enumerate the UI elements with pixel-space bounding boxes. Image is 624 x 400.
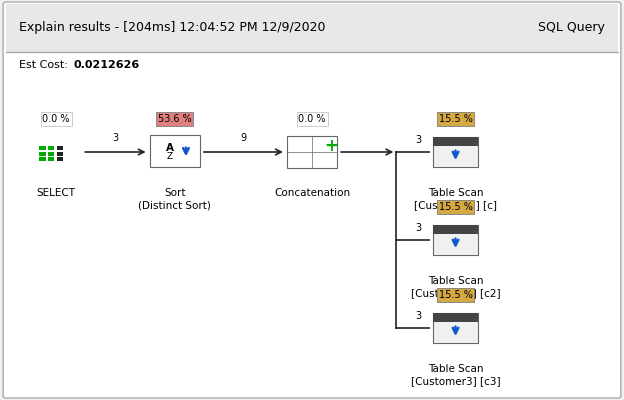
Text: Explain results - [204ms] 12:04:52 PM 12/9/2020: Explain results - [204ms] 12:04:52 PM 12… <box>19 21 325 34</box>
Bar <box>48 158 54 162</box>
Text: 15.5 %: 15.5 % <box>439 202 472 212</box>
Text: Table Scan
[Customer3] [c3]: Table Scan [Customer3] [c3] <box>411 364 500 386</box>
Bar <box>433 313 478 322</box>
Bar <box>433 225 478 234</box>
Text: 9: 9 <box>240 133 246 143</box>
Bar <box>39 158 46 162</box>
Text: 0.0 %: 0.0 % <box>298 114 326 124</box>
Text: Table Scan
[Customer1] [c]: Table Scan [Customer1] [c] <box>414 188 497 210</box>
Bar <box>57 146 64 150</box>
Bar <box>39 152 46 156</box>
Text: A: A <box>166 143 173 153</box>
Text: 0.0212626: 0.0212626 <box>74 60 140 70</box>
Text: +: + <box>324 137 338 154</box>
Bar <box>433 137 478 146</box>
Bar <box>48 152 54 156</box>
Text: 0.0 %: 0.0 % <box>42 114 70 124</box>
Text: Z: Z <box>167 152 173 161</box>
Bar <box>287 136 337 168</box>
Text: Est Cost:: Est Cost: <box>19 60 71 70</box>
Text: 3: 3 <box>415 223 421 233</box>
Text: SQL Query: SQL Query <box>539 21 605 34</box>
Text: 3: 3 <box>112 133 119 143</box>
Bar <box>48 146 54 150</box>
Text: Table Scan
[Customer2] [c2]: Table Scan [Customer2] [c2] <box>411 276 500 298</box>
Bar <box>39 146 46 150</box>
Bar <box>150 135 200 167</box>
Text: 3: 3 <box>415 311 421 321</box>
Text: 3: 3 <box>415 135 421 145</box>
Bar <box>57 152 64 156</box>
Text: 15.5 %: 15.5 % <box>439 114 472 124</box>
Text: 15.5 %: 15.5 % <box>439 290 472 300</box>
Bar <box>433 137 478 167</box>
Text: Sort
(Distinct Sort): Sort (Distinct Sort) <box>139 188 211 210</box>
Bar <box>57 158 64 162</box>
Bar <box>433 225 478 255</box>
Text: SELECT: SELECT <box>37 188 76 198</box>
Bar <box>433 313 478 343</box>
Text: Concatenation: Concatenation <box>274 188 350 198</box>
Text: 53.6 %: 53.6 % <box>158 114 192 124</box>
